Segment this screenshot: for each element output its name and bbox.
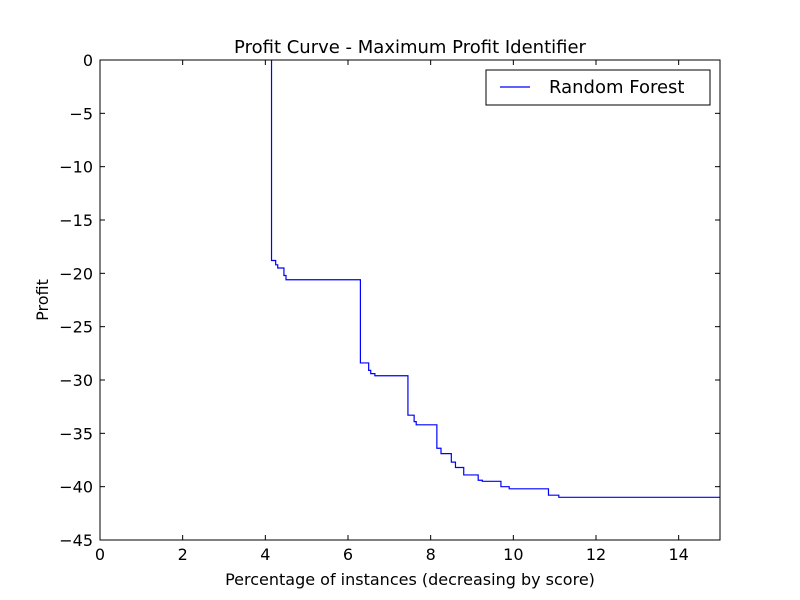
x-tick-label: 14 bbox=[668, 545, 688, 564]
data-layer bbox=[270, 60, 720, 498]
x-tick-label: 6 bbox=[343, 545, 353, 564]
chart-title: Profit Curve - Maximum Profit Identifier bbox=[234, 37, 586, 58]
y-tick-label: −45 bbox=[59, 531, 93, 550]
series-line-random-forest bbox=[270, 60, 720, 498]
legend-label-random-forest: Random Forest bbox=[549, 77, 684, 98]
x-axis-label: Percentage of instances (decreasing by s… bbox=[225, 570, 595, 589]
ticks-layer: 0 2 4 6 8 10 12 14 0 −5 −10 −15 −20 −25 −30 −35 −40 −45 bbox=[59, 51, 720, 564]
x-tick-label: 8 bbox=[426, 545, 436, 564]
y-tick-label: −25 bbox=[59, 318, 93, 337]
y-tick-label: −40 bbox=[59, 478, 93, 497]
y-axis-label: Profit bbox=[33, 279, 52, 321]
y-tick-label: −35 bbox=[59, 424, 93, 443]
y-tick-label: −20 bbox=[59, 264, 93, 283]
x-tick-label: 12 bbox=[586, 545, 606, 564]
x-tick-label: 2 bbox=[178, 545, 188, 564]
y-tick-label: −10 bbox=[59, 158, 93, 177]
y-tick-label: −15 bbox=[59, 211, 93, 230]
x-tick-label: 0 bbox=[95, 545, 105, 564]
x-tick-label: 4 bbox=[260, 545, 270, 564]
y-tick-label: −5 bbox=[69, 104, 93, 123]
plot-frame bbox=[99, 59, 721, 541]
y-tick-label: 0 bbox=[83, 51, 93, 70]
x-tick-label: 10 bbox=[503, 545, 523, 564]
y-tick-label: −30 bbox=[59, 371, 93, 390]
legend: Random Forest bbox=[485, 69, 711, 106]
